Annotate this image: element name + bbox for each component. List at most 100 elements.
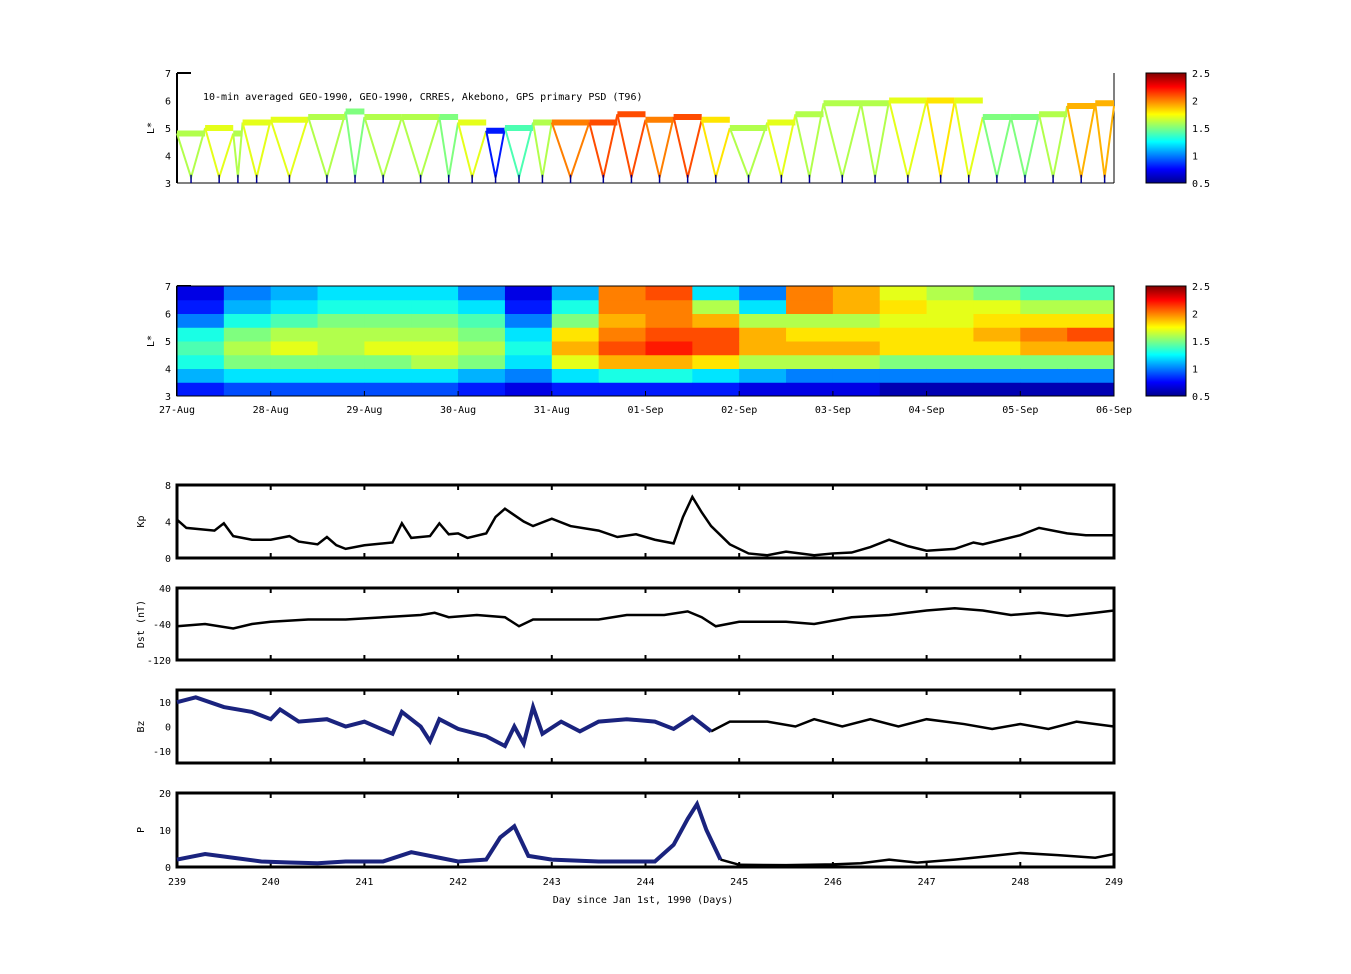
heatmap-cell bbox=[270, 286, 319, 301]
heatmap-cell bbox=[786, 313, 834, 328]
heatmap-cell bbox=[270, 354, 319, 369]
geo-data-segment bbox=[795, 111, 824, 118]
geo-data-segment bbox=[233, 130, 243, 137]
plot-frame bbox=[175, 586, 1116, 662]
heatmap-cell bbox=[317, 286, 365, 301]
geo-data-segment bbox=[205, 125, 234, 131]
heatmap-cell bbox=[598, 327, 646, 342]
geo-data-segment bbox=[1010, 114, 1040, 120]
heatmap-cell bbox=[551, 299, 600, 314]
geo-data-segment bbox=[1067, 103, 1096, 109]
heatmap-cell bbox=[645, 327, 693, 342]
heatmap-cell bbox=[879, 354, 928, 369]
orbit-pass-mark bbox=[616, 114, 647, 178]
orbit-pass-mark bbox=[981, 116, 1012, 178]
heatmap-cell bbox=[364, 368, 412, 383]
orbit-pass-mark bbox=[204, 127, 235, 181]
heatmap-cell bbox=[879, 313, 928, 328]
y-tick-label: 4 bbox=[165, 365, 171, 376]
x-tick-label: 01-Sep bbox=[627, 405, 663, 416]
orbit-pass-mark bbox=[888, 100, 928, 178]
heatmap-cell bbox=[458, 354, 506, 369]
series-line-measured bbox=[176, 695, 713, 749]
y-tick-label: 6 bbox=[165, 310, 171, 321]
heatmap-cell bbox=[317, 313, 365, 328]
orbit-pass-mark bbox=[438, 116, 460, 178]
heatmap-cell bbox=[504, 382, 553, 397]
heatmap-cell bbox=[832, 313, 881, 328]
panel-kp: 0 4 8 Kp bbox=[136, 481, 1116, 565]
geo-data-segment bbox=[617, 111, 646, 118]
heatmap-cell bbox=[786, 286, 834, 301]
orbit-pass-mark bbox=[344, 111, 366, 178]
heatmap-cell bbox=[926, 354, 974, 369]
orbit-pass-mark bbox=[644, 116, 675, 178]
geo-data-segment bbox=[308, 114, 346, 120]
x-tick-label: 05-Sep bbox=[1002, 405, 1038, 416]
heatmap-cell bbox=[223, 286, 272, 301]
heatmap-cell bbox=[177, 368, 225, 383]
x-tick-label: 249 bbox=[1105, 877, 1123, 888]
x-tick-label: 244 bbox=[636, 877, 654, 888]
x-tick-label: 239 bbox=[168, 877, 186, 888]
heatmap-cell bbox=[645, 299, 693, 314]
geo-data-segment bbox=[401, 114, 440, 120]
heatmap-cell bbox=[270, 327, 319, 342]
heatmap-cell bbox=[739, 313, 787, 328]
geo-data-segment bbox=[926, 97, 955, 104]
x-tick-label: 02-Sep bbox=[721, 405, 757, 416]
y-tick-label: 4 bbox=[165, 518, 171, 529]
heatmap-cell bbox=[458, 341, 506, 356]
heatmap-cell bbox=[177, 327, 225, 342]
heatmap-cell bbox=[551, 382, 600, 397]
heatmap-cell bbox=[364, 341, 412, 356]
orbit-pass-mark bbox=[1094, 103, 1115, 178]
heatmap-cell bbox=[692, 382, 740, 397]
orbit-pass-mark bbox=[953, 100, 984, 178]
heatmap-cell bbox=[223, 341, 272, 356]
y-tick-label: 3 bbox=[165, 179, 171, 190]
plot-frame bbox=[175, 791, 1116, 869]
psd-heatmap-panel: 3 4 5 6 7 L* 0.5 1 1.5 2 2.5 27-Aug 28-Aug 29-Aug 30-A… bbox=[146, 282, 1210, 416]
panel-bz: -10 0 10 Bz bbox=[136, 688, 1116, 765]
heatmap-cell bbox=[317, 299, 365, 314]
y-tick-label: 40 bbox=[159, 584, 171, 595]
heatmap-cell bbox=[223, 327, 272, 342]
y-tick-label: 20 bbox=[159, 789, 171, 800]
heatmap-cell bbox=[598, 313, 646, 328]
heatmap-cell bbox=[177, 313, 225, 328]
geo-data-segment bbox=[551, 119, 590, 126]
colorbar-tick-label: 1 bbox=[1192, 365, 1198, 376]
heatmap-cell bbox=[364, 299, 412, 314]
geo-data-segment bbox=[242, 119, 271, 126]
heatmap-cell bbox=[786, 327, 834, 342]
x-tick-label: 04-Sep bbox=[909, 405, 945, 416]
heatmap-cell bbox=[458, 382, 506, 397]
colorbar-tick-label: 0.5 bbox=[1192, 179, 1210, 190]
heatmap-cell bbox=[598, 354, 646, 369]
heatmap-cell bbox=[458, 299, 506, 314]
heatmap-cell bbox=[832, 286, 881, 301]
x-tick-label: 241 bbox=[355, 877, 373, 888]
heatmap-cell bbox=[692, 327, 740, 342]
heatmap-cell bbox=[270, 313, 319, 328]
heatmap-cell bbox=[739, 368, 787, 383]
heatmap-cell bbox=[1067, 286, 1115, 301]
orbit-pass-mark bbox=[550, 122, 591, 181]
heatmap-cell bbox=[223, 382, 272, 397]
heatmap-cell bbox=[504, 313, 553, 328]
heatmap-cell bbox=[786, 382, 834, 397]
heatmap-cell bbox=[1067, 354, 1115, 369]
heatmap-cell bbox=[739, 327, 787, 342]
heatmap-cell bbox=[1067, 341, 1115, 356]
heatmap-cell bbox=[504, 341, 553, 356]
y-tick-label: 7 bbox=[165, 69, 171, 80]
heatmap-cell bbox=[270, 368, 319, 383]
heatmap-cell bbox=[411, 286, 459, 301]
geo-data-segment bbox=[889, 97, 927, 104]
heatmap-cell bbox=[926, 286, 974, 301]
heatmap-cell bbox=[598, 368, 646, 383]
heatmap-cell bbox=[739, 382, 787, 397]
colorbar-tick-label: 0.5 bbox=[1192, 392, 1210, 403]
geo-data-segment bbox=[504, 125, 534, 131]
